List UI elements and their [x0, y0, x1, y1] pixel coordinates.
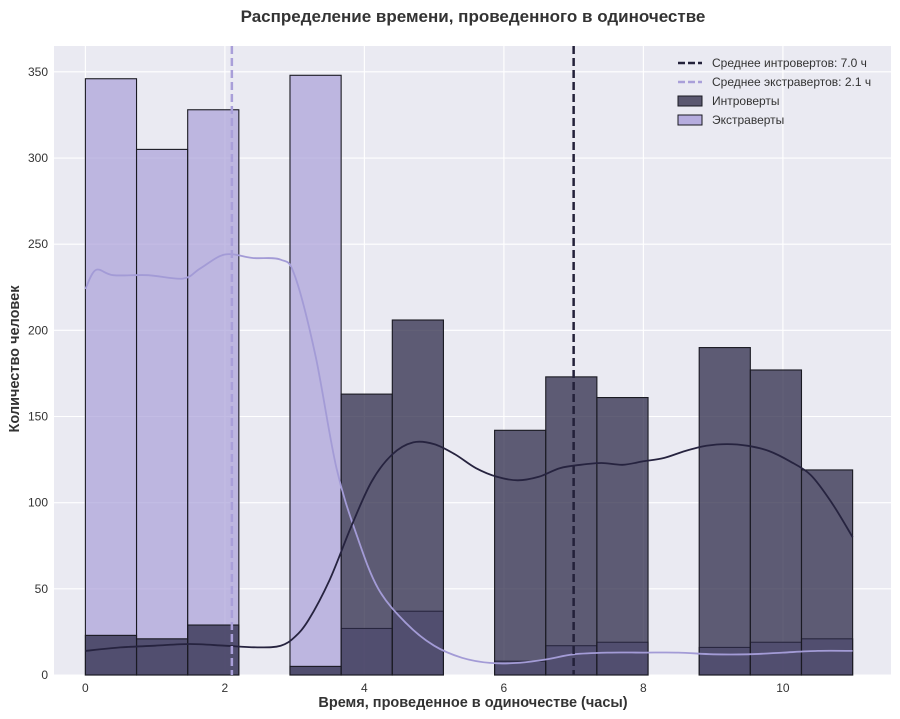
introvert-bar [800, 469, 854, 676]
extrovert-bar [187, 109, 240, 676]
introvert-bar [340, 393, 393, 676]
x-tick-label: 8 [640, 681, 647, 695]
introverts-bars [84, 319, 854, 676]
y-tick-label: 0 [41, 668, 48, 682]
kde-curves [84, 253, 854, 665]
introvert-bar [391, 319, 444, 676]
extrovert-bar [289, 74, 342, 676]
chart-title: Распределение времени, проведенного в од… [241, 7, 706, 26]
extroverts-kde-line [84, 253, 853, 665]
legend-label: Среднее экстравертов: 2.1 ч [712, 75, 871, 89]
x-tick-label: 2 [222, 681, 229, 695]
x-tick-label: 0 [82, 681, 89, 695]
introvert-bar [596, 397, 649, 676]
y-tick-label: 250 [28, 237, 48, 251]
extrovert-bar [84, 78, 138, 676]
extrovert-bar [135, 148, 189, 676]
y-tick-label: 100 [28, 496, 48, 510]
y-tick-label: 50 [35, 582, 49, 596]
mean-lines [230, 46, 575, 675]
x-tick-label: 10 [776, 681, 790, 695]
legend-label: Среднее интровертов: 7.0 ч [712, 56, 867, 70]
legend-label: Экстраверты [712, 113, 784, 127]
x-tick-label: 4 [361, 681, 368, 695]
introvert-bar [187, 624, 240, 676]
legend-label: Интроверты [712, 94, 780, 108]
y-tick-label: 150 [28, 410, 48, 424]
introvert-bar [494, 429, 547, 676]
legend: Среднее интровертов: 7.0 ч Среднее экстра… [677, 56, 871, 127]
introvert-bar [749, 369, 803, 676]
y-axis-label: Количество человек [7, 285, 23, 433]
x-axis-label: Время, проведенное в одиночестве (часы) [318, 695, 627, 711]
introverts-kde-line [85, 440, 854, 652]
y-tick-label: 300 [28, 151, 48, 165]
introvert-bar [289, 665, 342, 676]
introvert-bar [545, 376, 598, 676]
introvert-bar [84, 634, 138, 676]
legend-patch-marker [677, 95, 703, 107]
y-tick-label: 350 [28, 65, 48, 79]
y-tick-label: 200 [28, 323, 48, 337]
introvert-bar [698, 347, 751, 676]
x-tick-label: 6 [501, 681, 508, 695]
legend-patch-marker [677, 114, 703, 126]
